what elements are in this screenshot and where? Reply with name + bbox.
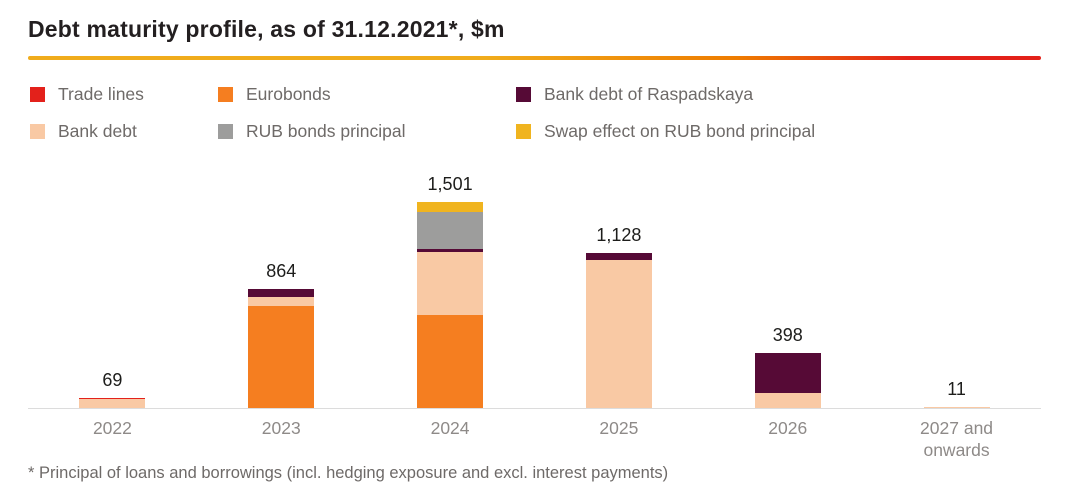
bar-segment-bank-debt	[417, 252, 484, 315]
x-axis-category-label: 2023	[261, 418, 301, 438]
bar-total-label: 11	[947, 378, 966, 399]
legend-swatch-icon	[30, 124, 45, 139]
bar-segment-bank-debt	[754, 393, 821, 408]
bar-segment-raspadskaya-bank-debt	[585, 253, 652, 261]
footnote: * Principal of loans and borrowings (inc…	[28, 463, 669, 482]
bar-column: 11	[872, 378, 1041, 408]
bar-total-label: 1,501	[427, 174, 473, 195]
accent-gradient-rule	[28, 56, 1041, 60]
stacked-bar	[754, 353, 821, 408]
bar-segment-bank-debt	[923, 406, 990, 408]
x-axis-category-label: 2025	[599, 418, 639, 438]
x-axis-category-label: 2024	[430, 418, 470, 438]
bar-segment-eurobonds	[248, 306, 315, 408]
legend-item: Eurobonds	[218, 84, 506, 105]
legend-label: Bank debt of Raspadskaya	[544, 84, 754, 104]
x-axis-labels: 2022 2023 2024 2025 2026 2027 and onwards	[28, 418, 1041, 462]
legend-item: Swap effect on RUB bond principal	[516, 121, 1039, 142]
x-axis-line	[28, 408, 1041, 409]
legend-label: Eurobonds	[246, 84, 331, 104]
bar-segment-bank-debt	[79, 399, 146, 408]
bar-total-label: 398	[772, 325, 803, 346]
bar-column: 1,128	[534, 225, 703, 408]
legend-swatch-icon	[516, 87, 531, 102]
legend-swatch-icon	[30, 87, 45, 102]
bar-column: 398	[703, 325, 872, 408]
stacked-bar	[417, 202, 484, 408]
stacked-bar	[79, 397, 146, 408]
legend-item: Bank debt	[30, 121, 208, 142]
chart-legend: Trade lines Eurobonds Bank debt of Raspads…	[30, 84, 1039, 142]
legend-swatch-icon	[218, 87, 233, 102]
legend-swatch-icon	[218, 124, 233, 139]
page-title: Debt maturity profile, as of 31.12.2021*…	[28, 16, 505, 42]
legend-item: Trade lines	[30, 84, 208, 105]
bar-column: 864	[197, 261, 366, 408]
legend-label: Swap effect on RUB bond principal	[544, 121, 816, 141]
bar-segment-bank-debt	[585, 260, 652, 408]
x-axis-category-label: 2026	[768, 418, 808, 438]
stacked-bar	[585, 253, 652, 408]
bar-segment-bank-debt	[248, 297, 315, 307]
bar-segment-raspadskaya-bank-debt	[754, 353, 821, 394]
legend-item: Bank debt of Raspadskaya	[516, 84, 1039, 105]
bar-segment-rub-bonds-principal	[417, 212, 484, 250]
slide: Debt maturity profile, as of 31.12.2021*…	[28, 16, 1041, 482]
bar-segment-eurobonds	[417, 314, 484, 408]
bar-chart: 69 864 1,501 1,128 398 11 2022 2023 2024 2025 202…	[28, 168, 1041, 462]
legend-label: Bank debt	[58, 121, 137, 141]
bar-total-label: 69	[102, 369, 123, 390]
bar-column: 69	[28, 370, 197, 408]
legend-swatch-icon	[516, 124, 531, 139]
x-axis-category-label: 2027 and onwards	[920, 418, 994, 460]
plot-area: 69 864 1,501 1,128 398 11	[28, 168, 1041, 408]
bar-segment-raspadskaya-bank-debt	[248, 289, 315, 298]
bar-segment-swap-effect	[417, 202, 484, 213]
stacked-bar	[923, 406, 990, 408]
legend-item: RUB bonds principal	[218, 121, 506, 142]
bar-total-label: 1,128	[596, 225, 642, 246]
x-axis-category-label: 2022	[92, 418, 132, 438]
stacked-bar	[248, 289, 315, 408]
bar-column: 1,501	[366, 174, 535, 408]
bar-total-label: 864	[266, 261, 297, 282]
bar-segment-raspadskaya-bank-debt	[417, 249, 484, 253]
legend-label: RUB bonds principal	[246, 121, 406, 141]
legend-label: Trade lines	[58, 84, 144, 104]
bar-segment-trade-lines	[79, 397, 146, 400]
